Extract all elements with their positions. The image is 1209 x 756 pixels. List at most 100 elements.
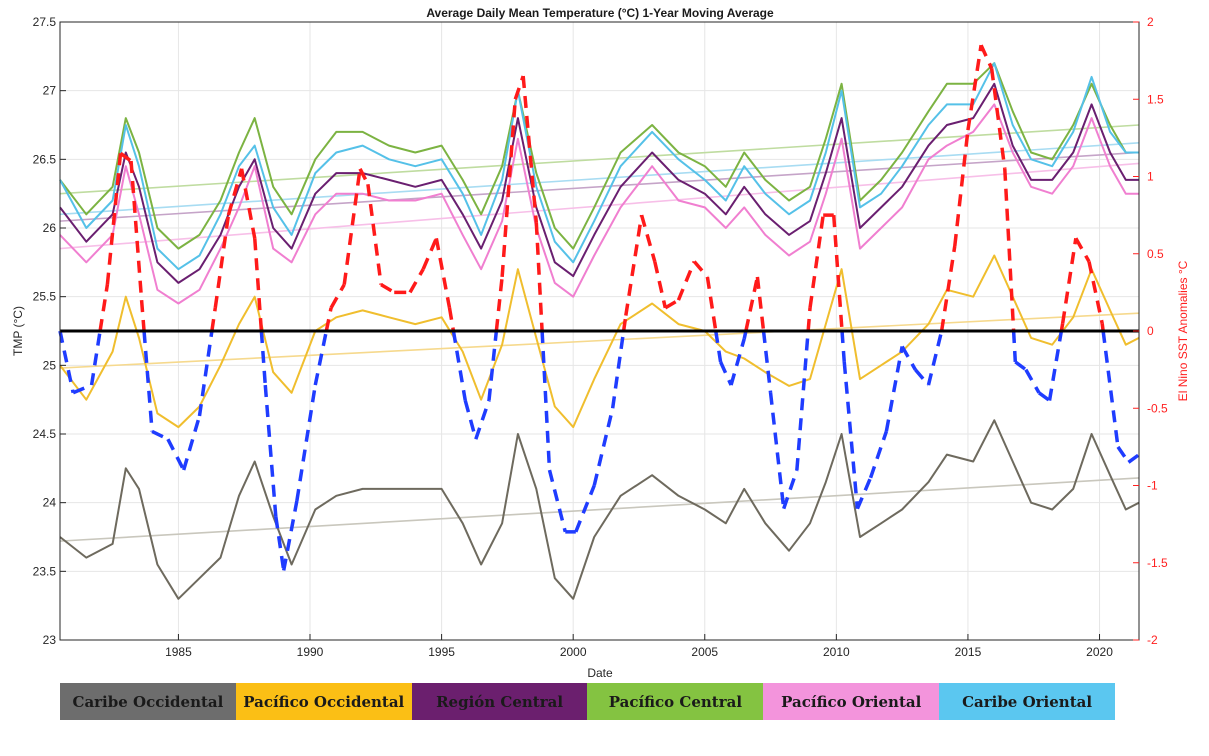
el-nino-segment (408, 268, 425, 294)
el-nino-segment (624, 214, 644, 316)
el-nino-segment (639, 214, 657, 262)
el-nino-segment (714, 330, 723, 363)
legend-item: Pacífico Occidental (235, 683, 412, 720)
legend-item: Caribe Occidental (60, 683, 236, 720)
el-nino-segment (1047, 330, 1064, 401)
el-nino-segment (729, 338, 746, 386)
el-nino-segment (487, 330, 499, 401)
el-nino-segment (653, 261, 667, 309)
y-tick-label: 27.5 (33, 15, 57, 29)
y-tick-label: 26 (43, 221, 57, 235)
el-nino-segment (142, 330, 154, 432)
y2-tick-label: 2 (1147, 15, 1154, 29)
el-nino-segment (380, 283, 396, 294)
x-tick-label: 1985 (165, 645, 192, 659)
el-nino-segment (58, 330, 75, 394)
x-tick-label: 2005 (691, 645, 718, 659)
x-tick-label: 2015 (955, 645, 982, 659)
el-nino-segment (621, 315, 628, 332)
y-tick-label: 24 (43, 496, 57, 510)
el-nino-segment (1087, 261, 1104, 324)
el-nino-segment (1011, 330, 1018, 362)
el-nino-segment (1024, 368, 1041, 394)
el-nino-segment (884, 346, 904, 432)
el-nino-segment (664, 298, 680, 310)
el-nino-segment (1014, 360, 1027, 372)
el-nino-segment (182, 415, 202, 471)
el-nino-segment (842, 361, 860, 509)
el-nino-segment (494, 276, 504, 332)
el-nino-segment (1116, 445, 1130, 464)
series-line-pac-fico-central (59, 62, 1139, 250)
x-tick-label: 1990 (297, 645, 324, 659)
y2-tick-label: -1.5 (1147, 556, 1168, 570)
y2-tick-label: 1 (1147, 170, 1154, 184)
y-tick-label: 23.5 (33, 564, 57, 578)
x-tick-label: 2010 (823, 645, 850, 659)
series-line-caribe-oriental (59, 62, 1139, 271)
legend-item: Pacífico Oriental (763, 683, 940, 720)
el-nino-segment (761, 330, 773, 393)
el-nino-segment (253, 238, 264, 332)
trendline (59, 142, 1140, 216)
trendlines (59, 124, 1140, 542)
el-nino-segment (926, 330, 944, 386)
el-nino-segment (129, 160, 144, 301)
chart: 1985 1990 1995 2000 2005 2010 2015 2020 2323.52… (11, 6, 1190, 680)
el-nino-segment (574, 484, 596, 533)
el-nino-segment (900, 345, 917, 371)
el-nino-segment (868, 430, 889, 479)
el-nino-segment (547, 469, 567, 533)
el-nino-segment (1127, 453, 1141, 464)
el-nino-segment (226, 168, 244, 216)
el-nino-segment (1003, 168, 1016, 332)
el-nino-segment (197, 330, 214, 417)
el-nino-segment (263, 384, 278, 517)
y-axis-ticks: 23 23.5 24 24.5 25 25.5 26 26.5 27 27.5 (33, 15, 66, 647)
trendline (59, 162, 1140, 250)
series-line-pac-fico-occidental (59, 254, 1140, 429)
el-nino-segment (166, 438, 186, 471)
el-nino-segment (500, 99, 518, 278)
el-nino-segment (1074, 237, 1091, 263)
trendline (59, 151, 1140, 222)
el-nino-line (58, 44, 1141, 571)
legend: Caribe Occidental Pacífico Occidental Regi… (60, 683, 1115, 720)
series-line-regi-n-central (59, 82, 1139, 284)
el-nino-segment (795, 330, 810, 471)
x-axis-label: Date (587, 666, 613, 680)
y-tick-label: 27 (43, 84, 57, 98)
el-nino-segment (705, 276, 718, 332)
el-nino-segment (451, 330, 468, 401)
el-nino-segment (324, 307, 333, 332)
el-nino-segment (474, 399, 491, 440)
trendline (59, 312, 1140, 369)
series-lines (59, 62, 1140, 600)
y2-axis-label: El Nino SST Anomalies °C (1176, 260, 1190, 401)
y2-tick-label: -2 (1147, 633, 1158, 647)
el-nino-segment (358, 167, 370, 186)
legend-item: Pacífico Central (587, 683, 764, 720)
el-nino-segment (98, 284, 110, 332)
el-nino-segment (213, 214, 231, 309)
el-nino-segment (89, 330, 102, 386)
y-tick-label: 25 (43, 358, 57, 372)
el-nino-segment (105, 153, 123, 285)
el-nino-segment (210, 307, 218, 332)
y2-tick-label: -0.5 (1147, 401, 1168, 415)
el-nino-segment (421, 237, 438, 270)
el-nino-segment (840, 330, 846, 363)
el-nino-segment (366, 183, 383, 285)
el-nino-segment (239, 168, 257, 239)
el-nino-segment (540, 330, 552, 471)
el-nino-segment (447, 307, 456, 332)
y-axis-label: TMP (°C) (11, 306, 25, 356)
el-nino-segment (521, 75, 539, 224)
el-nino-segment (329, 283, 346, 309)
el-nino-segment (274, 516, 286, 571)
el-nino-segment (534, 222, 544, 332)
x-axis-ticks: 1985 1990 1995 2000 2005 2010 2015 2020 (165, 634, 1113, 659)
y2-tick-label: -1 (1147, 479, 1158, 493)
trendline (59, 124, 1140, 195)
x-tick-label: 1995 (428, 645, 455, 659)
